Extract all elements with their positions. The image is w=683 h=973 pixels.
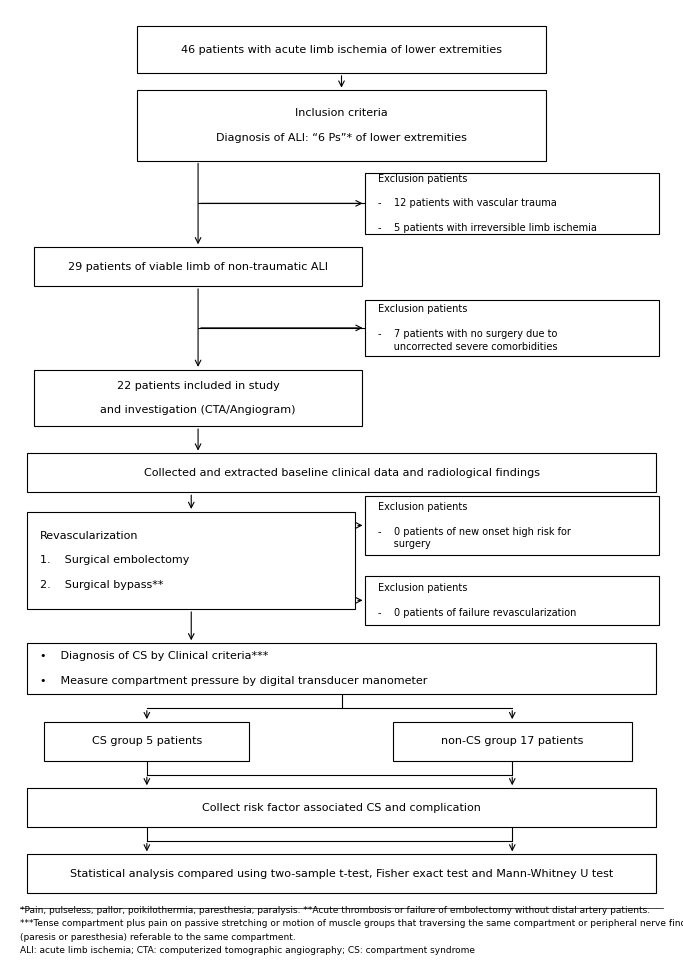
Text: 46 patients with acute limb ischemia of lower extremities: 46 patients with acute limb ischemia of … (181, 45, 502, 54)
FancyBboxPatch shape (44, 722, 249, 761)
Text: 29 patients of viable limb of non-traumatic ALI: 29 patients of viable limb of non-trauma… (68, 262, 328, 271)
FancyBboxPatch shape (365, 173, 659, 234)
FancyBboxPatch shape (365, 576, 659, 625)
Text: Revascularization

1.    Surgical embolectomy

2.    Surgical bypass**: Revascularization 1. Surgical embolectom… (40, 530, 189, 591)
Text: non-CS group 17 patients: non-CS group 17 patients (441, 737, 583, 746)
FancyBboxPatch shape (365, 300, 659, 356)
FancyBboxPatch shape (27, 453, 656, 492)
FancyBboxPatch shape (393, 722, 632, 761)
FancyBboxPatch shape (27, 788, 656, 827)
Text: •    Diagnosis of CS by Clinical criteria***

•    Measure compartment pressure : • Diagnosis of CS by Clinical criteria**… (40, 651, 427, 686)
Text: CS group 5 patients: CS group 5 patients (92, 737, 202, 746)
Text: ***Tense compartment plus pain on passive stretching or motion of muscle groups : ***Tense compartment plus pain on passiv… (20, 919, 683, 928)
Text: Exclusion patients

-    0 patients of failure revascularization: Exclusion patients - 0 patients of failu… (378, 583, 576, 618)
FancyBboxPatch shape (27, 512, 355, 609)
FancyBboxPatch shape (365, 496, 659, 555)
Text: 22 patients included in study

and investigation (CTA/Angiogram): 22 patients included in study and invest… (100, 380, 296, 415)
FancyBboxPatch shape (34, 247, 362, 286)
FancyBboxPatch shape (27, 643, 656, 694)
Text: Exclusion patients

-    0 patients of new onset high risk for
     surgery: Exclusion patients - 0 patients of new o… (378, 502, 570, 549)
FancyBboxPatch shape (27, 854, 656, 893)
Text: (paresis or paresthesia) referable to the same compartment.: (paresis or paresthesia) referable to th… (20, 933, 296, 942)
Text: *Pain, pulseless, pallor, poikilothermia, paresthesia, paralysis. **Acute thromb: *Pain, pulseless, pallor, poikilothermia… (20, 906, 651, 915)
Text: Exclusion patients

-    12 patients with vascular trauma

-    5 patients with : Exclusion patients - 12 patients with va… (378, 173, 596, 234)
Text: Collected and extracted baseline clinical data and radiological findings: Collected and extracted baseline clinica… (143, 468, 540, 478)
Text: Inclusion criteria

Diagnosis of ALI: “6 Ps”* of lower extremities: Inclusion criteria Diagnosis of ALI: “6 … (216, 108, 467, 143)
Text: Collect risk factor associated CS and complication: Collect risk factor associated CS and co… (202, 803, 481, 812)
Text: Statistical analysis compared using two-sample t-test, Fisher exact test and Man: Statistical analysis compared using two-… (70, 869, 613, 879)
FancyBboxPatch shape (34, 370, 362, 426)
FancyBboxPatch shape (137, 26, 546, 73)
FancyBboxPatch shape (137, 90, 546, 161)
Text: Exclusion patients

-    7 patients with no surgery due to
     uncorrected seve: Exclusion patients - 7 patients with no … (378, 305, 557, 351)
Text: ALI: acute limb ischemia; CTA: computerized tomographic angiography; CS: compart: ALI: acute limb ischemia; CTA: computeri… (20, 947, 475, 955)
